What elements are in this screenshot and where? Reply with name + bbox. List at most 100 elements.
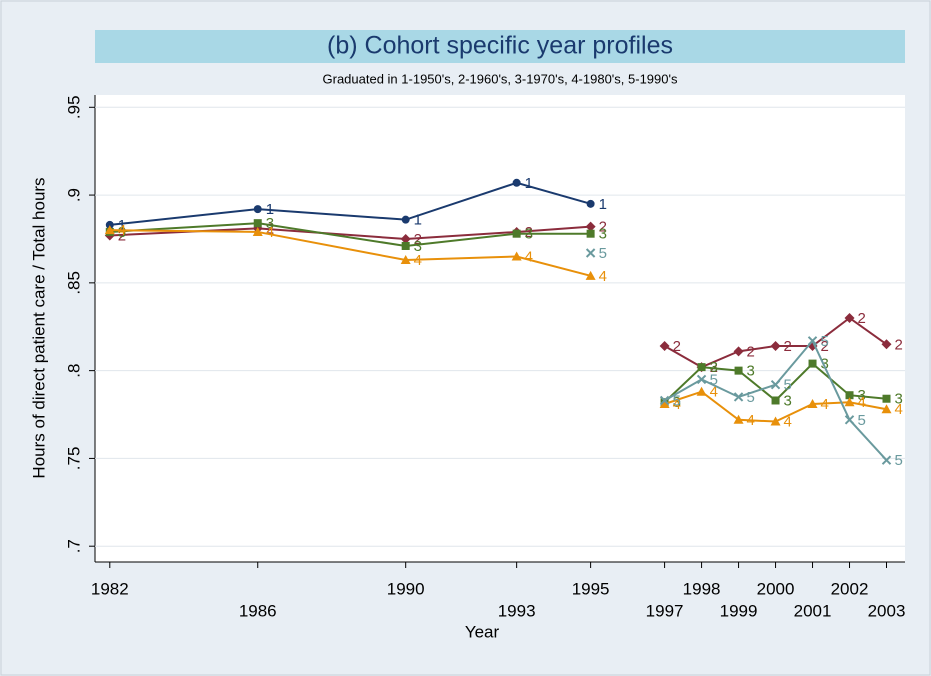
marker — [253, 219, 262, 228]
x-tick-label: 2000 — [757, 579, 795, 598]
point-label: 3 — [599, 226, 607, 243]
point-label: 3 — [710, 359, 718, 376]
point-label: 3 — [118, 224, 126, 241]
point-label: 4 — [895, 401, 903, 418]
marker — [882, 394, 891, 403]
marker — [770, 416, 781, 426]
marker — [401, 215, 410, 224]
marker — [697, 363, 706, 372]
marker — [770, 341, 781, 352]
marker — [511, 251, 522, 261]
x-tick-label: 1997 — [646, 601, 684, 620]
point-label: 3 — [414, 238, 422, 255]
point-label: 4 — [266, 224, 274, 241]
point-label: 1 — [599, 196, 607, 213]
y-tick-label: .95 — [64, 95, 83, 119]
y-axis-label: Hours of direct patient care / Total hou… — [29, 177, 48, 478]
marker — [881, 455, 892, 465]
marker — [585, 248, 596, 258]
point-label: 5 — [821, 333, 829, 350]
marker — [659, 341, 670, 352]
marker — [845, 391, 854, 400]
x-axis-label: Year — [465, 622, 500, 641]
chart-subtitle: Graduated in 1-1950's, 2-1960's, 3-1970'… — [323, 71, 678, 86]
marker — [807, 398, 818, 408]
marker — [771, 396, 780, 405]
marker — [512, 229, 521, 238]
point-label: 4 — [599, 268, 607, 285]
point-label: 1 — [525, 175, 533, 192]
marker — [659, 395, 670, 406]
point-label: 4 — [118, 222, 126, 239]
x-tick-label: 1986 — [239, 601, 277, 620]
marker — [585, 270, 596, 280]
marker — [733, 414, 744, 424]
y-tick-label: .8 — [64, 364, 83, 378]
y-tick-label: .75 — [64, 447, 83, 471]
marker — [400, 233, 411, 244]
point-label: 3 — [673, 394, 681, 411]
marker — [105, 220, 114, 229]
x-tick-label: 1995 — [572, 579, 610, 598]
marker — [808, 359, 817, 368]
marker — [881, 404, 892, 414]
point-label: 1 — [414, 212, 422, 229]
title-box — [95, 30, 905, 63]
y-tick-label: .85 — [64, 271, 83, 295]
point-label: 2 — [747, 343, 755, 360]
point-label: 5 — [858, 412, 866, 429]
point-label: 3 — [784, 392, 792, 409]
point-label: 2 — [266, 220, 274, 237]
marker — [733, 346, 744, 357]
point-label: 4 — [784, 414, 792, 431]
point-label: 1 — [118, 217, 126, 234]
marker — [881, 339, 892, 350]
point-label: 4 — [525, 248, 533, 265]
chart-title: (b) Cohort specific year profiles — [327, 32, 673, 60]
plot-area — [95, 95, 905, 562]
point-label: 4 — [747, 412, 755, 429]
marker — [659, 398, 670, 408]
point-label: 4 — [414, 252, 422, 269]
point-label: 1 — [266, 201, 274, 218]
marker — [512, 178, 521, 187]
point-label: 5 — [673, 392, 681, 409]
point-label: 3 — [858, 387, 866, 404]
point-label: 2 — [118, 227, 126, 244]
marker — [807, 336, 818, 346]
marker — [696, 386, 707, 396]
marker — [253, 205, 262, 214]
x-tick-label: 2001 — [794, 601, 832, 620]
point-label: 5 — [784, 377, 792, 394]
x-tick-label: 2002 — [831, 579, 869, 598]
marker — [585, 221, 596, 232]
point-label: 2 — [414, 231, 422, 248]
point-label: 3 — [747, 363, 755, 380]
point-label: 2 — [858, 310, 866, 327]
marker — [844, 397, 855, 407]
marker — [844, 312, 855, 323]
marker — [586, 199, 595, 208]
x-tick-label: 2003 — [868, 601, 906, 620]
point-label: 4 — [858, 394, 866, 411]
y-tick-label: .9 — [64, 188, 83, 202]
point-label: 3 — [821, 356, 829, 373]
point-label: 2 — [673, 338, 681, 355]
marker — [400, 255, 411, 265]
point-label: 2 — [895, 336, 903, 353]
y-tick-label: .7 — [64, 539, 83, 553]
x-tick-label: 1998 — [683, 579, 721, 598]
point-label: 4 — [821, 396, 829, 413]
marker — [770, 379, 781, 390]
point-label: 5 — [895, 452, 903, 469]
point-label: 4 — [673, 396, 681, 413]
marker — [252, 226, 263, 236]
point-label: 2 — [821, 338, 829, 355]
marker — [586, 229, 595, 238]
marker — [401, 241, 410, 250]
point-label: 5 — [710, 371, 718, 388]
x-tick-label: 1990 — [387, 579, 425, 598]
point-label: 2 — [525, 224, 533, 241]
marker — [844, 415, 855, 425]
marker — [733, 392, 744, 402]
